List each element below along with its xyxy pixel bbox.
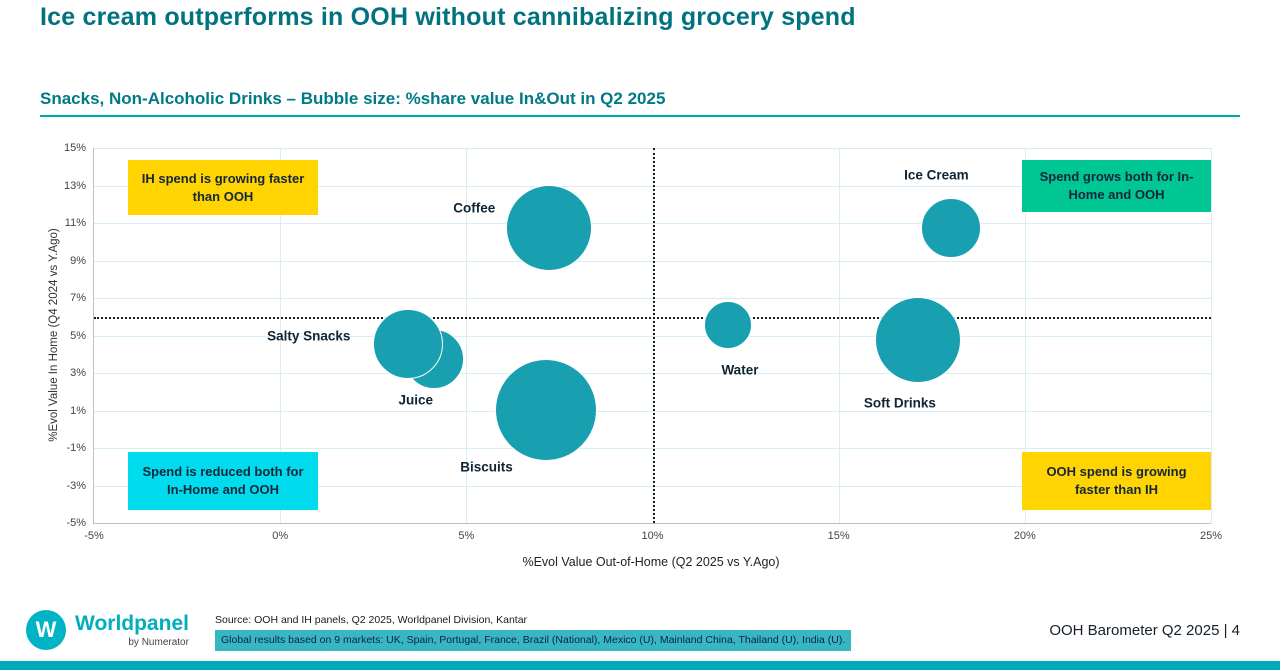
x-tick-label: 15% (827, 530, 850, 542)
bubble-label-ice-cream: Ice Cream (904, 167, 969, 183)
quadrant-note-bottom-right: OOH spend is growing faster than IH (1022, 452, 1211, 510)
quadrant-note-top-left: IH spend is growing faster than OOH (128, 160, 318, 215)
page-title: Ice cream outperforms in OOH without can… (40, 3, 856, 31)
bubble-salty-snacks (372, 309, 443, 379)
x-tick-label: 10% (641, 530, 664, 542)
x-axis-label: %Evol Value Out-of-Home (Q2 2025 vs Y.Ag… (522, 555, 780, 569)
y-tick-label: 15% (63, 142, 86, 154)
bubble-biscuits (494, 358, 597, 461)
logo-sub: by Numerator (128, 636, 189, 648)
slide-page-label: OOH Barometer Q2 2025 | 4 (1049, 622, 1240, 639)
bubble-coffee (506, 184, 593, 271)
bubble-label-coffee: Coffee (453, 200, 496, 216)
bubble-ice-cream (921, 197, 982, 258)
x-tick-label: -5% (84, 530, 104, 542)
x-tick-label: 0% (272, 530, 289, 542)
x-tick-label: 25% (1199, 530, 1223, 542)
reference-line-vertical (652, 148, 655, 523)
y-tick-label: 1% (70, 404, 86, 417)
logo-text: Worldpanel by Numerator (75, 613, 189, 648)
y-tick-label: 9% (70, 254, 86, 267)
x-tick-label: 20% (1013, 530, 1036, 542)
y-tick-label: 13% (63, 179, 86, 192)
bubble-chart-plot-area: IH spend is growing faster than OOH Spen… (64, 142, 1222, 542)
divider (40, 115, 1240, 117)
bubble-label-biscuits: Biscuits (460, 459, 513, 475)
bubble-soft-drinks (874, 297, 961, 384)
source-line-2: Global results based on 9 markets: UK, S… (215, 629, 852, 651)
bubble-label-salty-snacks: Salty Snacks (267, 328, 351, 344)
quadrant-note-bottom-left: Spend is reduced both for In-Home and OO… (128, 452, 318, 510)
source-line-1: Source: OOH and IH panels, Q2 2025, Worl… (215, 614, 528, 626)
gridline-vertical (1211, 148, 1212, 523)
y-tick-label: -1% (66, 442, 86, 454)
source-note: Source: OOH and IH panels, Q2 2025, Worl… (215, 611, 852, 651)
reference-line-horizontal (94, 316, 1211, 319)
worldpanel-logo-icon: W (26, 610, 66, 650)
quadrant-note-top-right: Spend grows both for In-Home and OOH (1022, 160, 1211, 212)
bubble-water (703, 301, 752, 350)
y-tick-label: -3% (66, 479, 86, 492)
logo-brand: Worldpanel (75, 611, 189, 635)
worldpanel-logo: W Worldpanel by Numerator (26, 610, 189, 650)
chart-subtitle: Snacks, Non-Alcoholic Drinks – Bubble si… (40, 89, 666, 108)
y-axis-label: %Evol Value In Home (Q4 2024 vs Y.Ago) (48, 228, 60, 442)
y-tick-label: 11% (64, 217, 86, 229)
y-tick-label: 7% (70, 292, 86, 304)
bubble-label-soft-drinks: Soft Drinks (863, 395, 936, 411)
bottom-accent-bar (0, 661, 1280, 670)
x-tick-label: 5% (458, 530, 475, 542)
y-tick-label: -5% (66, 517, 86, 529)
y-tick-label: 5% (70, 329, 86, 342)
bubble-label-juice: Juice (398, 392, 434, 408)
y-tick-label: 3% (70, 367, 86, 379)
bubble-label-water: Water (721, 362, 759, 378)
